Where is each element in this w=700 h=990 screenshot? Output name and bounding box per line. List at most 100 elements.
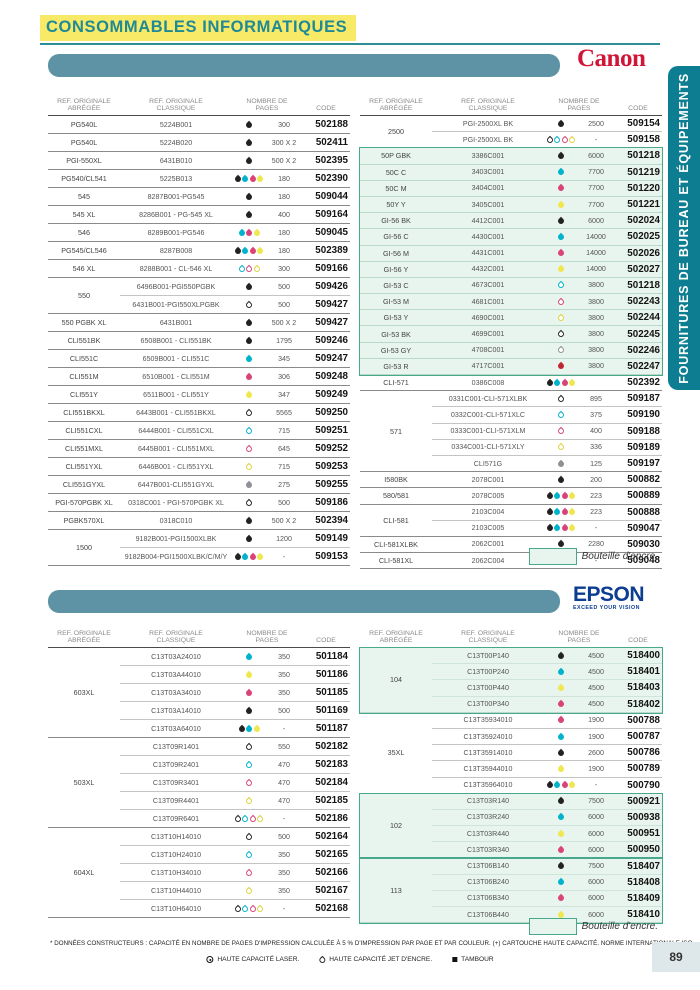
ref-classic-cell: 8286B001 - PG-545 XL bbox=[139, 210, 213, 219]
ink-drop-y-icon bbox=[256, 246, 265, 255]
ref-abbrev-cell: CLI551M bbox=[69, 372, 99, 381]
ink-drop-m-icon bbox=[556, 845, 566, 855]
table-row: 4673C001 3800 501218 bbox=[432, 278, 662, 293]
ink-drop-y-icon bbox=[568, 780, 577, 790]
ink-drop-c-icon bbox=[244, 354, 254, 363]
ref-classic-cell: C13T06B440 bbox=[467, 910, 509, 919]
table-row: 4412C001 6000 502024 bbox=[432, 213, 662, 228]
table-group: 35XL C13T35934010 1900 500788 C13T35924010 19… bbox=[360, 713, 662, 794]
pages-cell: 1200 bbox=[276, 534, 292, 543]
ink-drop-c-o-icon bbox=[556, 281, 566, 290]
ref-classic-cell: C13T03A24010 bbox=[151, 652, 201, 661]
ink-drops-cell bbox=[544, 378, 578, 387]
code-cell: 509253 bbox=[315, 461, 348, 472]
table-group: 550 PGBK XL 6431B001 500 X 2 509427 bbox=[48, 314, 350, 332]
ink-drops-cell bbox=[232, 354, 266, 363]
ink-drop-y-icon bbox=[568, 378, 577, 387]
pages-cell: 347 bbox=[278, 390, 290, 399]
table-group: 580/581 2078C005 223 500889 bbox=[360, 488, 662, 505]
canon-section-bar bbox=[48, 54, 560, 77]
ink-drop-y-icon bbox=[556, 683, 566, 693]
ink-drop-bk-icon bbox=[556, 797, 566, 806]
ref-classic-cell: 4690C001 bbox=[471, 313, 505, 322]
ref-classic-cell: 3386C001 bbox=[471, 151, 505, 160]
ink-drops-cell bbox=[232, 174, 266, 183]
ref-classic-cell: C13T00P140 bbox=[467, 651, 509, 660]
table-group: PGBK570XL 0318C010 500 X 2 502394 bbox=[48, 512, 350, 530]
ink-drop-y-icon bbox=[568, 507, 577, 517]
code-cell: 502411 bbox=[315, 137, 348, 148]
table-row: PGI-2500XL BK 2500 509154 bbox=[432, 116, 662, 131]
bottle-legend-label: Bouteille d'encre. bbox=[581, 921, 658, 932]
ink-drop-c-icon bbox=[556, 813, 566, 822]
code-cell: 509149 bbox=[315, 533, 348, 544]
code-cell: 518407 bbox=[627, 860, 660, 872]
pages-cell: 7700 bbox=[588, 200, 604, 209]
ink-drop-c-o-icon bbox=[244, 426, 254, 435]
ref-classic-cell: C13T10H44010 bbox=[150, 886, 202, 895]
ref-classic-cell: C13T03R140 bbox=[466, 797, 510, 806]
ref-abbrev-cell: 545 XL bbox=[72, 210, 96, 219]
pages-cell: 500 X 2 bbox=[271, 516, 297, 525]
ink-drop-c-icon bbox=[244, 724, 254, 733]
ref-classic-cell: C13T03A44010 bbox=[151, 670, 201, 679]
ref-abbrev-cell: CLI-581XL bbox=[378, 556, 414, 566]
table-row: 0334C001-CLI-571XLY 336 509189 bbox=[432, 438, 662, 455]
pages-cell: - bbox=[594, 524, 598, 533]
table-group: GI-56 Y 4432C001 14000 502027 bbox=[360, 262, 662, 278]
ink-drop-y-icon bbox=[556, 265, 566, 274]
epson-section-bar bbox=[48, 590, 560, 613]
code-cell: 502184 bbox=[315, 777, 348, 788]
table-group: CLI-571 0386C008 502392 bbox=[360, 375, 662, 392]
ink-drop-r-icon bbox=[556, 362, 566, 371]
ref-classic-cell: C13T06B240 bbox=[467, 878, 509, 887]
ref-abbrev-cell: PG540L bbox=[70, 120, 98, 129]
ink-drops-cell bbox=[232, 724, 266, 733]
ref-classic-cell: 6508B001 - CLI551BK bbox=[140, 336, 212, 345]
code-cell: 518401 bbox=[627, 666, 660, 678]
ref-abbrev-cell: GI-53 BK bbox=[381, 329, 411, 339]
code-cell: 501218 bbox=[627, 150, 660, 162]
ink-drop-y-o-icon bbox=[556, 443, 566, 452]
code-cell: 509427 bbox=[315, 299, 348, 310]
epson-tagline: EXCEED YOUR VISION bbox=[573, 605, 640, 611]
ink-drops-cell bbox=[232, 742, 266, 751]
table-row: 8289B001-PG546 180 509045 bbox=[120, 224, 350, 241]
ref-abbrev-cell: 580/581 bbox=[383, 491, 409, 501]
table-group: 113 C13T06B140 7500 518407 C13T06B240 6000 518… bbox=[360, 858, 662, 924]
table-group: PG540/CL541 5225B013 180 502390 bbox=[48, 170, 350, 188]
code-cell: 501184 bbox=[315, 651, 348, 662]
code-cell: 501186 bbox=[315, 669, 348, 680]
ref-abbrev-cell: GI-56 C bbox=[383, 232, 409, 242]
ink-drop-m-icon bbox=[556, 699, 566, 709]
ink-drop-y-o-icon bbox=[556, 313, 566, 323]
ink-drops-cell bbox=[232, 210, 266, 219]
legend-item-laser: HAUTE CAPACITÉ LASER. bbox=[206, 956, 299, 963]
header-pages: NOMBRE DE PAGES bbox=[558, 630, 600, 644]
table-group: CLI-581XL 2062C004 - 509048 bbox=[360, 553, 662, 570]
ref-classic-cell: C13T03A34010 bbox=[151, 688, 201, 697]
table-group: GI-56 BK 4412C001 6000 502024 bbox=[360, 213, 662, 230]
ink-drop-c-o-icon bbox=[241, 904, 250, 913]
code-cell: 509250 bbox=[315, 407, 348, 418]
ink-drop-m-icon bbox=[556, 894, 566, 903]
table-section: 2500 PGI-2500XL BK 2500 509154 PGI-2500XL BK… bbox=[360, 116, 662, 149]
page-number: 89 bbox=[652, 942, 700, 972]
ink-drops-cell bbox=[544, 184, 578, 193]
ref-classic-cell: 2062C004 bbox=[471, 556, 505, 565]
header-ref-abbrev: REF. ORIGINALE ABRÉGÉE bbox=[57, 98, 111, 112]
ink-drops-cell bbox=[544, 813, 578, 822]
header-ref-classic: REF. ORIGINALE CLASSIQUE bbox=[149, 98, 203, 112]
table-row: 2103C004 223 500888 bbox=[432, 505, 662, 520]
pages-cell: 715 bbox=[278, 462, 290, 471]
pages-cell: 4500 bbox=[588, 683, 604, 692]
table-row: 4430C001 14000 502025 bbox=[432, 229, 662, 244]
table-section: 603XL C13T03A24010 350 501184 C13T03A44010 35… bbox=[48, 648, 350, 918]
table-row: C13T35914010 2600 500786 bbox=[432, 744, 662, 760]
ref-abbrev-cell: GI-56 Y bbox=[383, 264, 409, 274]
ref-classic-cell: 6446B001 - CLI551YXL bbox=[138, 462, 214, 471]
ref-classic-cell: 6510B001 - CLI551M bbox=[142, 372, 210, 381]
ink-drops-cell bbox=[232, 156, 266, 165]
code-cell: 501185 bbox=[315, 687, 348, 698]
ink-drops-cell bbox=[232, 408, 266, 417]
